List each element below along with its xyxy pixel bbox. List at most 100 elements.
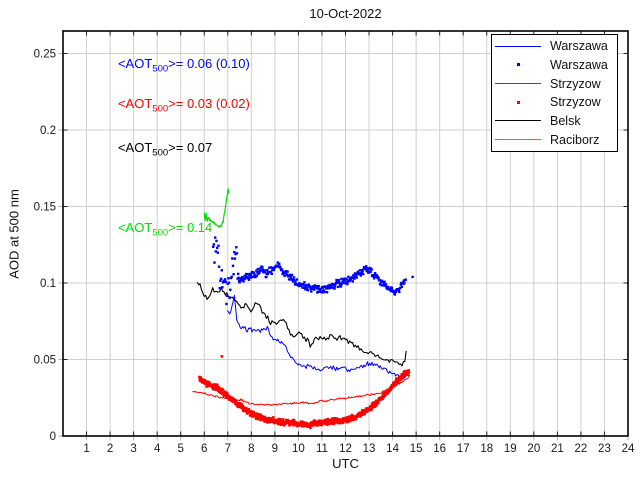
scatter-dot xyxy=(227,277,230,280)
scatter-dot xyxy=(390,385,394,389)
scatter-dot xyxy=(347,275,350,278)
scatter-dot xyxy=(237,272,240,276)
scatter-dot xyxy=(351,280,354,283)
scatter-dot xyxy=(317,285,320,288)
scatter-dot xyxy=(238,277,242,280)
scatter-dot xyxy=(212,243,216,246)
scatter-dot xyxy=(252,271,256,274)
scatter-dot xyxy=(266,417,269,420)
scatter-dot xyxy=(311,287,314,291)
scatter-dot xyxy=(258,271,261,274)
scatter-dot xyxy=(261,415,264,418)
x-tick-label: 24 xyxy=(622,443,635,455)
scatter-dot xyxy=(223,278,227,281)
series-warszawa-scatter xyxy=(212,236,414,306)
scatter-dot xyxy=(278,262,281,265)
scatter-dot xyxy=(333,417,337,420)
scatter-dot xyxy=(287,278,291,281)
scatter-dot xyxy=(343,277,346,280)
scatter-dot xyxy=(241,405,245,408)
scatter-dot xyxy=(221,281,225,284)
scatter-dot xyxy=(232,273,235,276)
scatter-dot xyxy=(313,288,316,291)
scatter-dot xyxy=(214,386,218,389)
scatter-dot xyxy=(356,270,359,273)
scatter-dot xyxy=(325,291,329,294)
scatter-dot xyxy=(335,279,339,283)
scatter-dot xyxy=(383,280,386,283)
x-tick-label: 9 xyxy=(272,443,278,455)
scatter-dot xyxy=(245,273,249,276)
scatter-dot xyxy=(366,269,369,273)
legend-dot-swatch xyxy=(492,63,544,67)
scatter-dot xyxy=(225,391,229,395)
scatter-dot xyxy=(270,272,273,275)
scatter-dot xyxy=(329,284,333,288)
scatter-dot xyxy=(411,275,414,279)
scatter-dot xyxy=(323,290,326,294)
scatter-dot xyxy=(259,418,263,422)
legend-item-warszawa-line: Warszawa xyxy=(492,37,617,55)
scatter-dot xyxy=(380,279,384,283)
scatter-dot xyxy=(393,384,396,388)
scatter-dot xyxy=(326,284,330,287)
scatter-dot xyxy=(361,269,364,272)
scatter-dot xyxy=(310,290,313,293)
scatter-dot xyxy=(266,272,269,276)
scatter-dot xyxy=(203,378,207,382)
scatter-dot xyxy=(397,289,400,292)
scatter-dot xyxy=(239,279,243,282)
legend-item-raciborz-line: Raciborz xyxy=(492,131,617,149)
scatter-dot xyxy=(345,277,348,281)
scatter-dot xyxy=(282,272,285,275)
scatter-dot xyxy=(216,383,219,387)
scatter-dot xyxy=(346,282,349,286)
legend-label: Warszawa xyxy=(550,57,608,72)
scatter-dot xyxy=(218,287,221,290)
annotation-suffix: >= 0.14 xyxy=(168,220,213,236)
scatter-dot xyxy=(290,273,294,277)
scatter-dot xyxy=(346,420,349,424)
y-tick-label: 0.15 xyxy=(34,201,56,213)
scatter-dot xyxy=(361,409,364,412)
scatter-dot xyxy=(402,375,406,378)
scatter-dot xyxy=(254,275,257,279)
scatter-dot xyxy=(219,279,222,282)
dot-marker-icon xyxy=(516,63,520,67)
annotation-prefix: <AOT xyxy=(117,220,153,236)
scatter-dot xyxy=(386,287,389,291)
legend-item-strzyzow-line: Strzyzow xyxy=(492,75,617,93)
scatter-dot xyxy=(364,267,367,271)
annotation-subscript: 500 xyxy=(152,63,169,75)
scatter-dot xyxy=(326,417,330,421)
x-tick-label: 23 xyxy=(598,443,611,455)
legend-line-swatch xyxy=(492,83,544,85)
x-tick-label: 21 xyxy=(551,443,564,455)
annotation-subscript: 500 xyxy=(152,227,169,239)
scatter-dot xyxy=(269,270,272,274)
scatter-dot xyxy=(361,271,364,274)
scatter-dot xyxy=(407,369,410,372)
scatter-dot xyxy=(400,285,403,288)
scatter-dot xyxy=(397,380,400,384)
annotation-suffix: >= 0.06 (0.10) xyxy=(168,55,250,71)
scatter-dot xyxy=(221,286,224,289)
scatter-dot xyxy=(379,279,382,282)
scatter-dot xyxy=(322,291,325,294)
scatter-dot xyxy=(288,273,292,277)
scatter-dot xyxy=(217,265,221,268)
series-belsk-line xyxy=(196,281,407,367)
scatter-dot xyxy=(240,403,244,406)
scatter-dot xyxy=(212,245,215,248)
annotation-subscript: 500 xyxy=(152,103,169,115)
scatter-dot xyxy=(329,422,333,425)
scatter-dot xyxy=(370,268,373,271)
scatter-dot xyxy=(345,280,349,284)
annotation-belsk-mean: <AOT500>= 0.07 xyxy=(118,140,212,158)
scatter-dot xyxy=(333,287,336,290)
scatter-dot xyxy=(406,373,410,376)
scatter-dot xyxy=(253,273,256,276)
scatter-dot xyxy=(337,421,340,425)
scatter-dot xyxy=(292,276,296,279)
scatter-dot xyxy=(215,239,218,243)
